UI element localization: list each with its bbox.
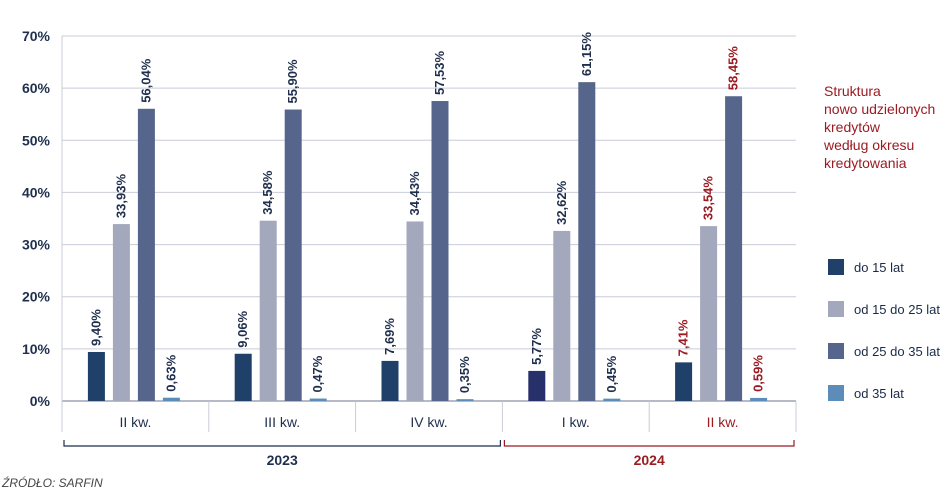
year-bracket — [63, 440, 501, 447]
chart-title: Struktura nowo udzielonych kredytów wedł… — [824, 82, 948, 172]
data-label: 9,40% — [88, 309, 103, 346]
data-label: 34,43% — [407, 171, 422, 216]
legend-label: od 35 lat — [854, 385, 904, 401]
year-label: 2023 — [267, 452, 298, 468]
bar — [553, 230, 571, 401]
data-label: 57,53% — [432, 50, 447, 95]
x-tick-label: I kw. — [562, 414, 590, 430]
chart-title-line: kredytów — [824, 119, 881, 135]
data-label: 33,93% — [113, 174, 128, 219]
data-label: 7,69% — [382, 318, 397, 355]
bar — [87, 351, 105, 401]
x-tick-label: II kw. — [119, 414, 151, 430]
x-tick-label: II kw. — [707, 414, 739, 430]
source-note: ŹRÓDŁO: SARFIN — [2, 476, 103, 490]
legend-item-do-15-lat: do 15 lat — [828, 258, 904, 276]
year-bracket — [503, 440, 795, 447]
legend-swatch — [828, 259, 844, 275]
data-label: 7,41% — [676, 319, 691, 356]
bar — [162, 397, 180, 401]
data-label: 0,45% — [604, 355, 619, 392]
data-label: 56,04% — [138, 58, 153, 103]
bar — [137, 108, 155, 401]
legend-label: od 25 do 35 lat — [854, 343, 941, 359]
y-tick-label: 30% — [22, 237, 51, 253]
legend-swatch — [828, 385, 844, 401]
bar — [234, 353, 252, 401]
data-label: 0,59% — [751, 355, 766, 392]
data-label: 0,35% — [457, 356, 472, 393]
bar — [700, 226, 718, 401]
data-label: 0,47% — [310, 355, 325, 392]
data-label: 0,63% — [163, 354, 178, 391]
y-tick-label: 70% — [22, 28, 51, 44]
y-tick-label: 0% — [30, 393, 51, 409]
bar — [309, 398, 327, 401]
legend-swatch — [828, 301, 844, 317]
legend-label: od 15 do 25 lat — [854, 301, 941, 317]
bar — [259, 220, 277, 401]
y-tick-label: 40% — [22, 184, 51, 200]
y-tick-label: 60% — [22, 80, 51, 96]
data-label: 55,90% — [285, 59, 300, 104]
data-label: 33,54% — [701, 176, 716, 221]
bar — [406, 221, 424, 401]
bar — [603, 398, 621, 401]
chart-title-line: według okresu — [824, 137, 915, 153]
x-tick-label: III kw. — [264, 414, 300, 430]
year-label: 2024 — [634, 452, 665, 468]
bar — [750, 397, 768, 401]
bar — [528, 370, 546, 401]
y-tick-label: 10% — [22, 341, 51, 357]
data-label: 5,77% — [529, 328, 544, 365]
bar — [112, 224, 130, 401]
bar — [725, 96, 743, 401]
chart-title-line: kredytowania — [824, 155, 907, 171]
data-label: 32,62% — [554, 180, 569, 225]
legend-item-od-15-do-25-lat: od 15 do 25 lat — [828, 300, 940, 318]
legend-item-od-35-lat: od 35 lat — [828, 384, 904, 402]
bar — [578, 82, 596, 402]
bar — [675, 362, 693, 401]
bar — [456, 399, 474, 401]
bar — [431, 101, 449, 401]
bar — [381, 360, 399, 401]
x-tick-label: IV kw. — [410, 414, 447, 430]
bar — [284, 109, 302, 402]
y-tick-label: 50% — [22, 132, 51, 148]
chart-title-line: nowo udzielonych — [824, 101, 936, 117]
data-label: 34,58% — [260, 170, 275, 215]
chart-title-line: Struktura — [824, 83, 881, 99]
data-label: 61,15% — [579, 32, 594, 77]
data-label: 58,45% — [726, 46, 741, 91]
data-label: 9,06% — [235, 310, 250, 347]
legend-swatch — [828, 343, 844, 359]
y-tick-label: 20% — [22, 289, 51, 305]
legend-item-od-25-do-35-lat: od 25 do 35 lat — [828, 342, 940, 360]
legend-label: do 15 lat — [854, 259, 904, 275]
